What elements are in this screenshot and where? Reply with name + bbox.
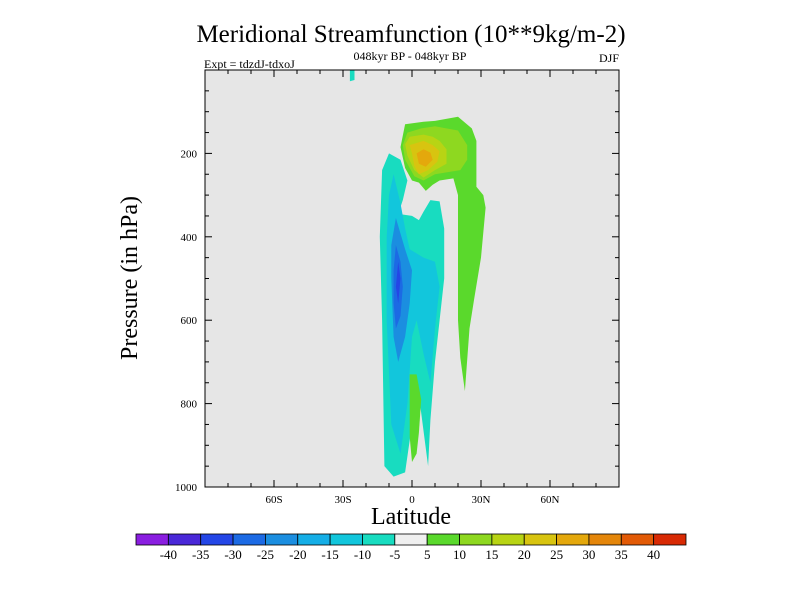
colorbar-swatch: [523, 533, 557, 546]
x-tick-labels: 60S 30S 0 30N 60N: [265, 494, 559, 506]
x-tick-label: 30S: [334, 494, 351, 506]
colorbar-swatch: [232, 533, 266, 546]
colorbar-label: -5: [389, 547, 400, 562]
y-tick-label: 1000: [175, 482, 198, 494]
colorbar-label: -10: [354, 547, 371, 562]
colorbar-label: 25: [550, 547, 563, 562]
colorbar-label: -25: [257, 547, 274, 562]
y-tick-labels: 200 400 600 800 1000: [175, 148, 198, 494]
contour-region-pos-5-6: [400, 116, 486, 392]
x-tick-label: 60N: [541, 494, 560, 506]
colorbar-label: 40: [647, 547, 660, 562]
colorbar-swatch: [297, 533, 331, 546]
colorbar-label: 15: [485, 547, 498, 562]
contour-regions: [349, 70, 486, 477]
colorbar-label: -40: [160, 547, 177, 562]
colorbar-swatch: [620, 533, 655, 546]
x-tick-label: 60S: [265, 494, 282, 506]
colorbar-label: 5: [424, 547, 431, 562]
colorbar-swatch: [265, 533, 299, 546]
axis-ticks: [205, 70, 619, 488]
chart-subtitle: 048kyr BP - 048kyr BP: [354, 49, 467, 63]
colorbar-label: 20: [518, 547, 531, 562]
x-axis-label: Latitude: [371, 504, 451, 530]
y-tick-label: 400: [181, 232, 198, 244]
colorbar-swatch: [491, 533, 525, 546]
plot-frame: [204, 69, 620, 488]
colorbar-swatch: [135, 533, 169, 546]
colorbar-label: -15: [321, 547, 338, 562]
chart-title: Meridional Streamfunction (10**9kg/m-2): [196, 21, 625, 48]
colorbar-swatch: [329, 533, 363, 546]
y-tick-label: 600: [181, 315, 198, 327]
y-tick-label: 200: [181, 148, 198, 160]
colorbar-label: -35: [192, 547, 209, 562]
colorbar-label: 35: [615, 547, 628, 562]
colorbar-swatch: [394, 533, 428, 546]
y-tick-label: 800: [181, 399, 198, 411]
colorbar-swatch: [556, 533, 590, 546]
contour-region-neg-25-5: [395, 261, 401, 304]
colorbar-swatch: [653, 533, 687, 546]
colorbar-label: -30: [224, 547, 241, 562]
colorbar: -40 -35 -30 -25 -20 -15 -10 -5 5 10 15 20 25 30 35 40: [135, 533, 687, 562]
x-tick-label: 0: [409, 494, 415, 506]
colorbar-label: -20: [289, 547, 306, 562]
colorbar-swatch: [588, 533, 622, 546]
colorbar-swatch: [200, 533, 234, 546]
colorbar-label: 10: [453, 547, 466, 562]
season-label: DJF: [599, 51, 619, 65]
colorbar-label: 30: [582, 547, 595, 562]
colorbar-swatch: [426, 533, 460, 546]
y-axis-label: Pressure (in hPa): [117, 196, 143, 360]
experiment-label: Expt = tdzdJ-tdxoJ: [204, 57, 295, 71]
contour-region-pos-5-7: [409, 374, 422, 462]
x-tick-label: 30N: [472, 494, 491, 506]
colorbar-swatch: [167, 533, 202, 546]
contour-region-pos-25-11: [416, 149, 433, 167]
colorbar-swatch: [362, 533, 396, 546]
colorbar-swatch: [459, 533, 493, 546]
contour-region-neg-5-0: [349, 70, 355, 82]
